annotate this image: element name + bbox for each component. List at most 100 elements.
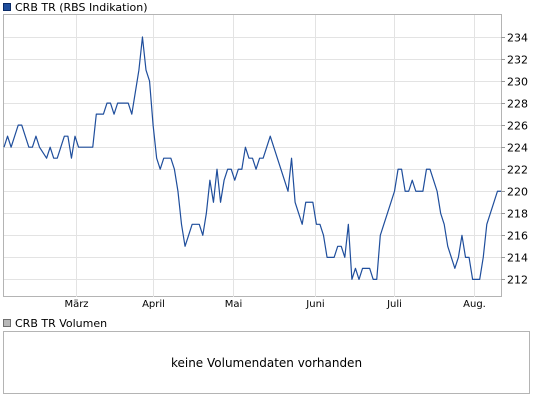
data-point (128, 103, 129, 104)
data-point (241, 169, 242, 170)
data-point (42, 152, 43, 153)
data-point (270, 136, 271, 137)
data-point (326, 257, 327, 258)
data-point (160, 169, 161, 170)
chart-plot-area (3, 14, 502, 297)
data-point (206, 213, 207, 214)
data-point (32, 147, 33, 148)
data-point (479, 279, 480, 280)
data-point (454, 268, 455, 269)
x-axis-tick-labels: März April Mai Juni Juli Aug. (64, 299, 485, 310)
data-point (440, 213, 441, 214)
data-point (366, 268, 367, 269)
main-legend: CRB TR (RBS Indikation) (3, 0, 148, 14)
data-point (248, 158, 249, 159)
data-point (394, 191, 395, 192)
data-point (280, 169, 281, 170)
data-point (138, 69, 139, 70)
data-point (383, 224, 384, 225)
x-tick-label: Mai (225, 299, 243, 310)
data-point (415, 191, 416, 192)
data-point (124, 103, 125, 104)
data-point (231, 169, 232, 170)
data-point (376, 279, 377, 280)
y-tick-label: 214 (507, 252, 528, 265)
data-point (295, 202, 296, 203)
data-point (213, 202, 214, 203)
data-point (255, 169, 256, 170)
data-point (35, 136, 36, 137)
data-point (444, 224, 445, 225)
data-point (85, 147, 86, 148)
data-point (199, 224, 200, 225)
data-point (220, 202, 221, 203)
data-point (390, 202, 391, 203)
data-point (493, 202, 494, 203)
data-point (419, 191, 420, 192)
data-point (149, 80, 150, 81)
data-point (192, 224, 193, 225)
data-point (468, 257, 469, 258)
y-tick-label: 222 (507, 164, 528, 177)
y-axis-tick-labels: 212 214 216 218 220 222 224 226 228 230 232 234 (507, 32, 528, 287)
data-point (447, 246, 448, 247)
data-point (184, 246, 185, 247)
data-point (401, 169, 402, 170)
data-point (96, 114, 97, 115)
data-point (380, 235, 381, 236)
no-volume-data-message: keine Volumendaten vorhanden (170, 356, 363, 370)
data-point (373, 279, 374, 280)
y-tick-label: 212 (507, 274, 528, 287)
data-point (433, 180, 434, 181)
data-point (11, 147, 12, 148)
data-point (188, 235, 189, 236)
data-point (135, 92, 136, 93)
data-point (451, 257, 452, 258)
data-point (298, 213, 299, 214)
data-point (273, 147, 274, 148)
data-point (330, 257, 331, 258)
data-point (71, 158, 72, 159)
series-layer (3, 36, 501, 280)
data-point (39, 147, 40, 148)
data-point (312, 202, 313, 203)
data-point (355, 268, 356, 269)
x-tick-label: Aug. (463, 299, 486, 310)
data-point (387, 213, 388, 214)
data-point (234, 180, 235, 181)
data-point (110, 103, 111, 104)
data-point (46, 158, 47, 159)
data-point (170, 158, 171, 159)
data-point (167, 158, 168, 159)
data-point (302, 224, 303, 225)
data-point (305, 202, 306, 203)
data-point (28, 147, 29, 148)
data-point (490, 213, 491, 214)
data-point (405, 191, 406, 192)
main-legend-label: CRB TR (RBS Indikation) (15, 0, 148, 14)
data-point (7, 136, 8, 137)
data-point (195, 224, 196, 225)
main-series-swatch (3, 3, 11, 11)
data-point (486, 224, 487, 225)
data-point (163, 158, 164, 159)
data-point (259, 158, 260, 159)
price-chart: 212 214 216 218 220 222 224 226 228 230 232 234 Mär… (3, 14, 528, 310)
data-point (483, 257, 484, 258)
volume-series-swatch (3, 319, 11, 327)
x-tick-label: Juli (386, 299, 402, 310)
volume-legend-label: CRB TR Volumen (15, 316, 108, 330)
data-point (412, 180, 413, 181)
data-point (472, 279, 473, 280)
data-point (99, 114, 100, 115)
series-line (3, 36, 501, 280)
data-point (106, 103, 107, 104)
volume-panel: keine Volumendaten vorhanden (3, 331, 530, 394)
data-point (92, 147, 93, 148)
data-point (316, 224, 317, 225)
y-tick-label: 226 (507, 120, 528, 133)
data-point (291, 158, 292, 159)
y-tick-label: 234 (507, 32, 528, 45)
data-point (323, 235, 324, 236)
data-point (156, 158, 157, 159)
